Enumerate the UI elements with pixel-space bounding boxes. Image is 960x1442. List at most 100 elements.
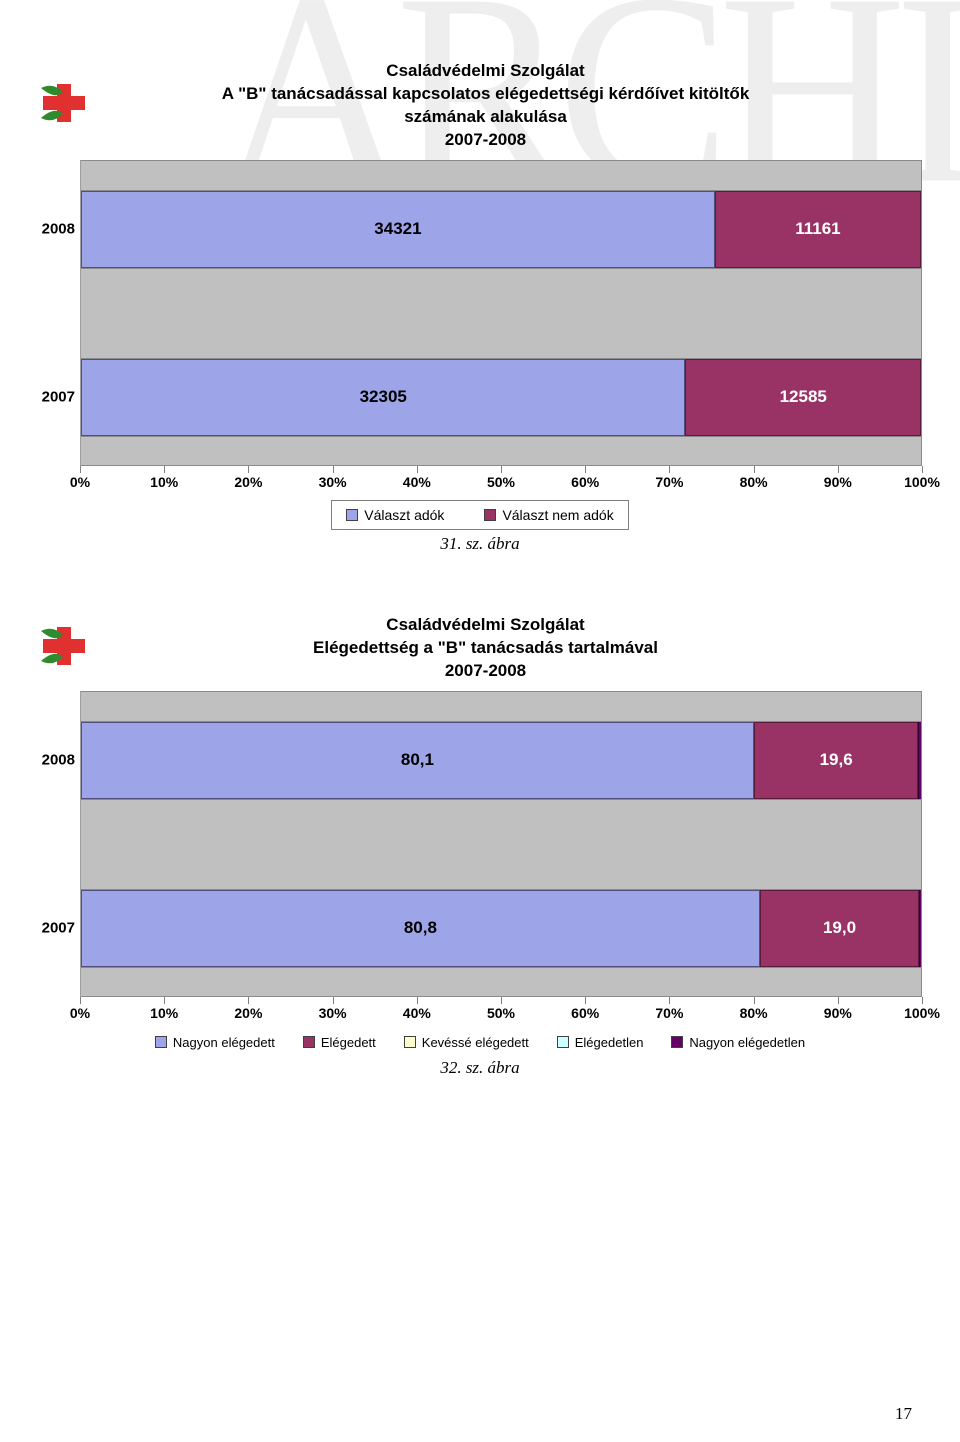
legend-swatch: [484, 509, 496, 521]
tick-label: 30%: [319, 1005, 347, 1021]
tick-label: 40%: [403, 1005, 431, 1021]
tick-label: 10%: [150, 474, 178, 490]
tick-label: 90%: [824, 474, 852, 490]
bar-segment: 11161: [715, 191, 921, 268]
grid-band: [81, 691, 922, 721]
tick-label: 70%: [655, 474, 683, 490]
chart-2-legend: Nagyon elégedett Elégedett Kevéssé elége…: [145, 1031, 815, 1054]
tick-label: 100%: [904, 1005, 940, 1021]
bar-value: 80,1: [401, 750, 434, 770]
legend-swatch: [671, 1036, 683, 1048]
chart-1-title: Családvédelmi Szolgálat A "B" tanácsadás…: [101, 60, 930, 152]
tick-label: 0%: [70, 474, 90, 490]
legend-label: Választ nem adók: [502, 507, 613, 523]
legend-swatch: [346, 509, 358, 521]
tick-label: 90%: [824, 1005, 852, 1021]
title-line: számának alakulása: [101, 106, 870, 129]
legend-swatch: [557, 1036, 569, 1048]
tick-label: 80%: [740, 474, 768, 490]
title-line: 2007-2008: [101, 660, 870, 683]
bar-value: 12585: [780, 387, 827, 407]
title-line: Elégedettség a "B" tanácsadás tartalmáva…: [101, 637, 870, 660]
chart-1-legend: Választ adók Választ nem adók: [331, 500, 628, 530]
legend-label: Választ adók: [364, 507, 444, 523]
chart-1-x-axis: 0% 10% 20% 30% 40% 50% 60% 70% 80% 90% 1…: [80, 466, 922, 494]
chart-2-x-axis: 0% 10% 20% 30% 40% 50% 60% 70% 80% 90% 1…: [80, 997, 922, 1025]
chart-2-caption: 32. sz. ábra: [30, 1058, 930, 1078]
y-label: 2007: [31, 389, 75, 406]
title-line: Családvédelmi Szolgálat: [101, 60, 870, 83]
chart-2-plot: 2008 80,1 19,6 2007 80,8 19,0: [80, 691, 922, 997]
bar-value: 19,0: [823, 918, 856, 938]
legend-item: Választ nem adók: [484, 507, 613, 523]
tick-label: 50%: [487, 474, 515, 490]
legend-item: Választ adók: [346, 507, 444, 523]
chart-2: Családvédelmi Szolgálat Elégedettség a "…: [30, 614, 930, 1078]
bar-segment: 34321: [81, 191, 715, 268]
chart-2-title: Családvédelmi Szolgálat Elégedettség a "…: [101, 614, 930, 683]
bar-row-2007: 2007 80,8 19,0: [81, 889, 922, 967]
chart-2-header: Családvédelmi Szolgálat Elégedettség a "…: [30, 614, 930, 683]
bar-segment: 80,8: [81, 890, 760, 967]
logo-icon: [35, 621, 91, 676]
bar-segment: 19,0: [760, 890, 920, 967]
title-line: A "B" tanácsadással kapcsolatos elégedet…: [101, 83, 870, 106]
tick-label: 100%: [904, 474, 940, 490]
legend-label: Elégedetlen: [575, 1035, 644, 1050]
grid-band: [81, 967, 922, 997]
legend-item: Nagyon elégedett: [155, 1035, 275, 1050]
bar-value: 11161: [795, 219, 840, 239]
tick-label: 30%: [319, 474, 347, 490]
legend-swatch: [303, 1036, 315, 1048]
chart-1-plot: 2008 34321 11161 2007 32305 12585: [80, 160, 922, 466]
tick-label: 80%: [740, 1005, 768, 1021]
bar-segment: 80,1: [81, 722, 754, 799]
bar-segment: 12585: [685, 359, 921, 436]
chart-1-caption: 31. sz. ábra: [30, 534, 930, 554]
y-label: 2007: [31, 920, 75, 937]
legend-item: Elégedett: [303, 1035, 376, 1050]
legend-item: Nagyon elégedetlen: [671, 1035, 805, 1050]
y-label: 2008: [31, 221, 75, 238]
tick-label: 10%: [150, 1005, 178, 1021]
legend-label: Nagyon elégedett: [173, 1035, 275, 1050]
y-label: 2008: [31, 752, 75, 769]
bar-row-2007: 2007 32305 12585: [81, 358, 922, 436]
tick-label: 20%: [234, 474, 262, 490]
grid-band: [81, 436, 922, 466]
legend-item: Kevéssé elégedett: [404, 1035, 529, 1050]
page: ARCHÍVUM Családvédelmi Szolgálat A "B" t…: [0, 0, 960, 1442]
logo-icon: [35, 78, 91, 133]
grid-band: [81, 268, 922, 358]
title-line: Családvédelmi Szolgálat: [101, 614, 870, 637]
legend-swatch: [404, 1036, 416, 1048]
tick-label: 70%: [655, 1005, 683, 1021]
bar-value: 19,6: [820, 750, 853, 770]
tick-label: 60%: [571, 1005, 599, 1021]
legend-label: Kevéssé elégedett: [422, 1035, 529, 1050]
bar-segment: [918, 722, 921, 799]
tick-label: 0%: [70, 1005, 90, 1021]
bar-segment: [919, 890, 921, 967]
grid-band: [81, 799, 922, 889]
tick-label: 20%: [234, 1005, 262, 1021]
tick-label: 60%: [571, 474, 599, 490]
page-number: 17: [895, 1404, 912, 1424]
bar-value: 32305: [360, 387, 407, 407]
grid-band: [81, 160, 922, 190]
chart-1-header: Családvédelmi Szolgálat A "B" tanácsadás…: [30, 60, 930, 152]
bar-segment: 32305: [81, 359, 685, 436]
tick-label: 50%: [487, 1005, 515, 1021]
bar-row-2008: 2008 34321 11161: [81, 190, 922, 268]
bar-value: 34321: [374, 219, 421, 239]
legend-label: Nagyon elégedetlen: [689, 1035, 805, 1050]
bar-value: 80,8: [404, 918, 437, 938]
bar-row-2008: 2008 80,1 19,6: [81, 721, 922, 799]
tick-label: 40%: [403, 474, 431, 490]
legend-swatch: [155, 1036, 167, 1048]
legend-item: Elégedetlen: [557, 1035, 644, 1050]
bar-segment: 19,6: [754, 722, 919, 799]
legend-label: Elégedett: [321, 1035, 376, 1050]
chart-1: Családvédelmi Szolgálat A "B" tanácsadás…: [30, 60, 930, 554]
title-line: 2007-2008: [101, 129, 870, 152]
